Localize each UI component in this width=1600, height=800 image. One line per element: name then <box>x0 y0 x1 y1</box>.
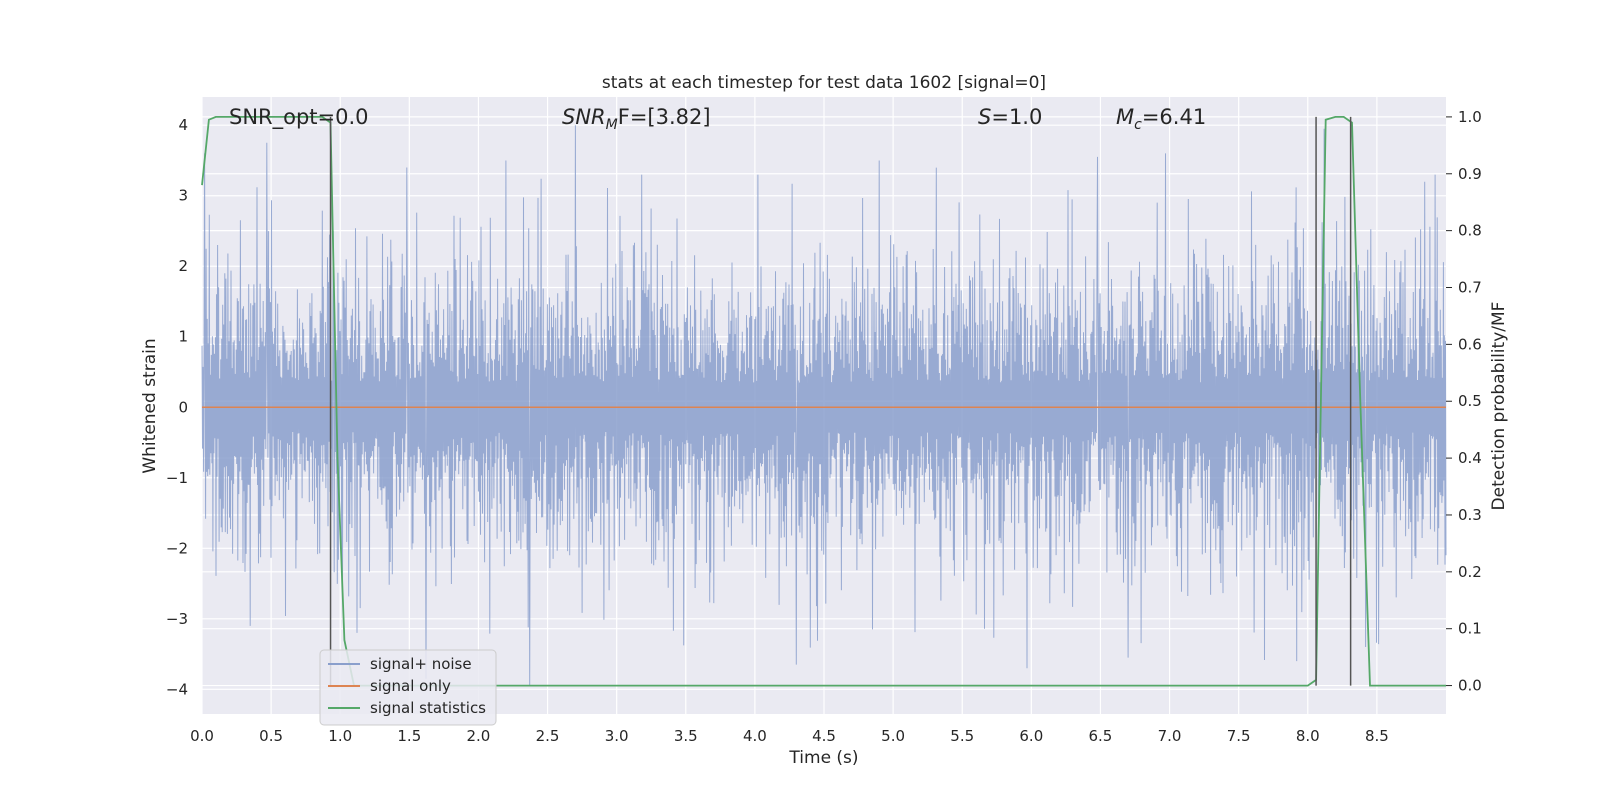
y-tick-label: 2 <box>178 257 188 275</box>
y2-tick-labels: 1.0 0.9 0.8 0.7 0.6 0.5 0.4 0.3 0.2 0.1 0.0 <box>1446 108 1482 695</box>
y2-tick-label: 0.7 <box>1458 279 1482 297</box>
y2-tick-label: 0.6 <box>1458 335 1482 353</box>
signal-plus-noise-line <box>201 125 1447 686</box>
legend-label-signal-only: signal only <box>370 677 451 695</box>
y2-tick-label: 0.3 <box>1458 506 1482 524</box>
vertical-markers <box>329 116 1352 686</box>
y2-tick-label: 1.0 <box>1458 108 1482 126</box>
chart-title: stats at each timestep for test data 160… <box>602 73 1046 93</box>
x-tick-label: 6.0 <box>1019 727 1043 745</box>
legend-label-signal-noise: signal+ noise <box>370 655 472 673</box>
y2-tick-label: 0.4 <box>1458 449 1482 467</box>
annotation-s-var: S <box>978 105 991 129</box>
x-tick-label: 1.0 <box>328 727 352 745</box>
x-tick-label: 7.5 <box>1227 727 1251 745</box>
annotation-snr-opt: SNR_opt=0.0 <box>229 105 369 130</box>
x-axis-label: Time (s) <box>788 748 858 768</box>
annotation-snr-mf: SNRMF=[3.82] <box>562 105 711 133</box>
y2-tick-label: 0.2 <box>1458 563 1482 581</box>
x-tick-label: 4.5 <box>812 727 836 745</box>
y2-tick-label: 0.1 <box>1458 620 1482 638</box>
y-tick-label: −4 <box>166 680 188 698</box>
x-tick-label: 8.5 <box>1365 727 1389 745</box>
y-tick-label: −3 <box>166 610 188 628</box>
y2-axis-label: Detection probability/MF <box>1489 302 1509 511</box>
annotation-s: S=1.0 <box>978 105 1042 129</box>
x-tick-label: 8.0 <box>1296 727 1320 745</box>
annotation-mc-sub: c <box>1134 117 1142 133</box>
y-tick-label: −1 <box>166 469 188 487</box>
x-tick-label: 5.5 <box>950 727 974 745</box>
annotation-mc: Mc=6.41 <box>1116 105 1206 133</box>
y-tick-label: 1 <box>178 328 188 346</box>
annotation-snr-mf-sub: M <box>606 117 618 133</box>
y-tick-label: 0 <box>178 398 188 416</box>
annotation-mc-base: M <box>1116 105 1134 129</box>
y2-tick-label: 0.5 <box>1458 392 1482 410</box>
legend: signal+ noise signal only signal statist… <box>319 649 497 726</box>
y2-tick-label: 0.9 <box>1458 165 1482 183</box>
annotation-snr-mf-base: SNR <box>562 105 606 129</box>
x-tick-label: 2.0 <box>467 727 491 745</box>
signal-plus-noise-trace <box>201 125 1447 686</box>
y2-tick-label: 0.8 <box>1458 222 1482 240</box>
y-tick-label: 4 <box>178 116 188 134</box>
x-tick-label: 5.0 <box>881 727 905 745</box>
annotation-snr-mf-rest: F=[3.82] <box>618 105 711 129</box>
x-tick-label: 2.5 <box>536 727 560 745</box>
x-tick-label: 0.5 <box>259 727 283 745</box>
y-tick-label: −2 <box>166 539 188 557</box>
y-tick-labels: 4 3 2 1 0 −1 −2 −3 −4 <box>166 116 188 698</box>
x-tick-label: 4.0 <box>743 727 767 745</box>
x-tick-label: 0.0 <box>190 727 214 745</box>
x-tick-label: 3.0 <box>605 727 629 745</box>
x-tick-labels: 0.0 0.5 1.0 1.5 2.0 2.5 3.0 3.5 4.0 4.5 5.0 5.5 6.0 6… <box>190 727 1389 745</box>
y-tick-label: 3 <box>178 187 188 205</box>
x-tick-label: 6.5 <box>1089 727 1113 745</box>
y2-tick-label: 0.0 <box>1458 677 1482 695</box>
legend-label-signal-statistics: signal statistics <box>370 699 486 717</box>
annotation-mc-rest: =6.41 <box>1142 105 1206 129</box>
y-axis-label: Whitened strain <box>140 338 160 473</box>
annotation-s-rest: =1.0 <box>991 105 1042 129</box>
legend-box <box>319 649 497 726</box>
x-tick-label: 7.0 <box>1158 727 1182 745</box>
x-tick-label: 1.5 <box>397 727 421 745</box>
x-tick-label: 3.5 <box>674 727 698 745</box>
